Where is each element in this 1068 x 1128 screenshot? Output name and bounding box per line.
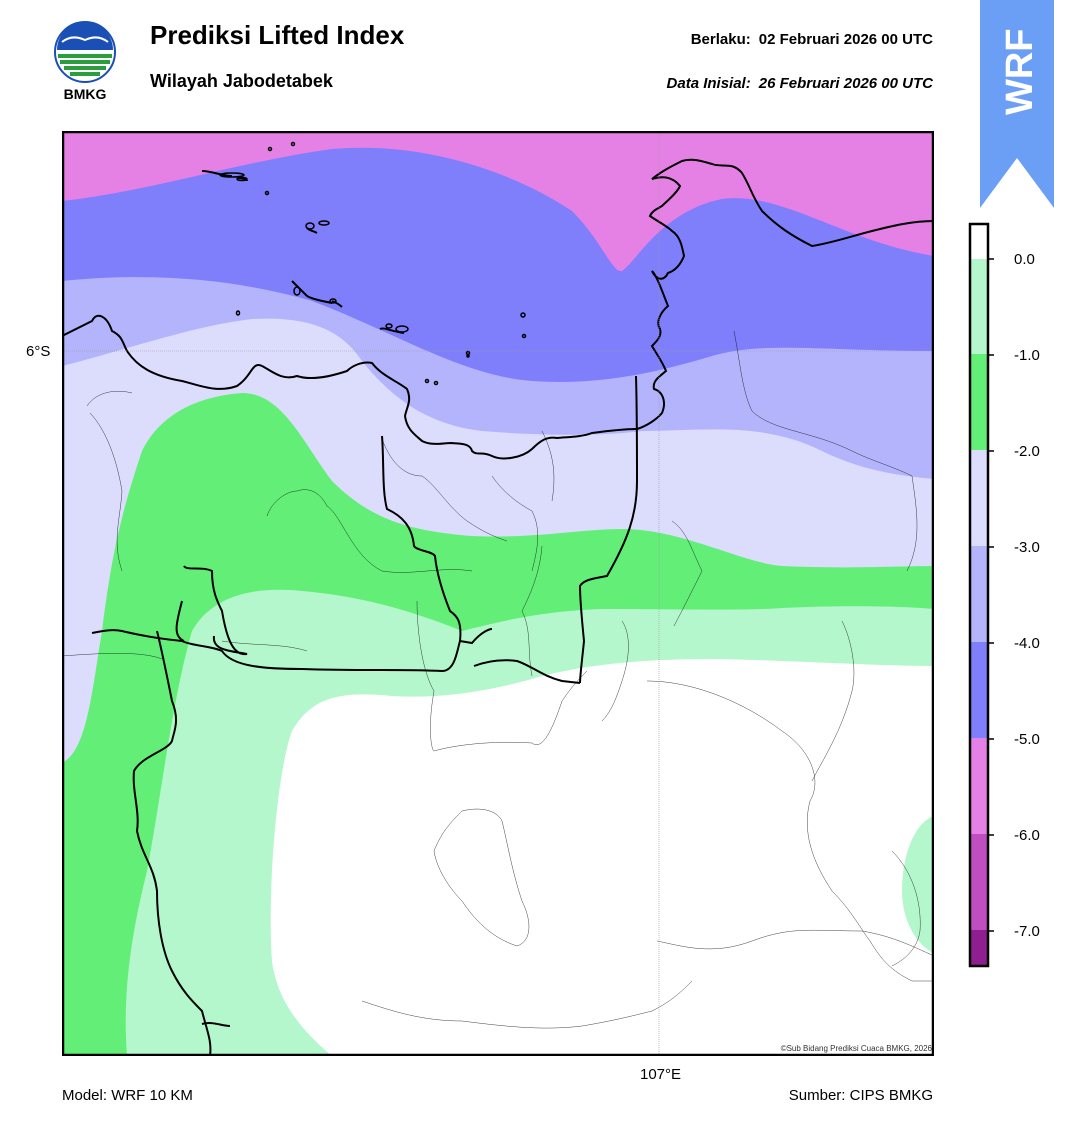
colorbar-band-minus-6-to-minus-7 (970, 834, 988, 931)
contour-band-white (270, 659, 934, 1056)
logo-text: BMKG (64, 86, 107, 102)
coastline (62, 158, 934, 460)
map-frame (62, 131, 934, 1056)
model-info: Model: WRF 10 KM (62, 1087, 193, 1104)
colorbar-tick-label: -3.0 (1014, 539, 1040, 556)
colorbar: 0.0 -1.0 -2.0 -3.0 -4.0 -5.0 -6.0 -7.0 (968, 222, 1040, 968)
colorbar-band-minus-2-to-minus-3 (970, 450, 988, 547)
valid-time: Berlaku: 02 Februari 2026 00 UTC (691, 31, 933, 48)
colorbar-band-minus-3-to-minus-4 (970, 546, 988, 643)
colorbar-tick-label: -5.0 (1014, 731, 1040, 748)
province-boundaries (91, 375, 639, 1056)
colorbar-band-above-0 (970, 224, 988, 260)
contour-lobe-right (902, 816, 934, 953)
colorbar-band-minus-1-to-minus-2 (970, 354, 988, 451)
colorbar-tick-label: 0.0 (1014, 251, 1035, 268)
colorbar-band-0-to-minus-1 (970, 259, 988, 355)
map-subtitle: Wilayah Jabodetabek (150, 71, 333, 91)
longitude-label: 107°E (640, 1066, 682, 1083)
wrf-badge: WRF (980, 0, 1054, 208)
colorbar-tick-label: -6.0 (1014, 827, 1040, 844)
colorbar-frame (968, 222, 990, 968)
colorbar-band-minus-5-to-minus-6 (970, 738, 988, 835)
init-time: Data Inisial: 26 Februari 2026 00 UTC (667, 75, 933, 92)
colorbar-band-minus-4-to-minus-5 (970, 642, 988, 739)
colorbar-ticks (988, 258, 994, 932)
valid-time-label: Berlaku: (690, 31, 751, 48)
map-copyright: ©Sub Bidang Prediksi Cuaca BMKG, 2026 (780, 1044, 932, 1053)
colorbar-tick-label: -7.0 (1014, 923, 1040, 940)
colorbar-tick-label: -2.0 (1014, 443, 1040, 460)
init-time-value: 26 Februari 2026 00 UTC (758, 75, 933, 92)
map-title: Prediksi Lifted Index (150, 20, 405, 50)
valid-time-value: 02 Februari 2026 00 UTC (758, 31, 933, 48)
bmkg-logo: BMKG (54, 21, 116, 102)
colorbar-tick-label: -1.0 (1014, 347, 1040, 364)
lifted-index-map (62, 131, 934, 1056)
latitude-label: 6°S (26, 343, 51, 360)
wrf-badge-text: WRF (999, 28, 1041, 115)
colorbar-band-below-minus-7 (970, 930, 988, 966)
init-time-label: Data Inisial: (666, 75, 751, 92)
islands (219, 141, 527, 386)
colorbar-tick-label: -4.0 (1014, 635, 1040, 652)
source-info: Sumber: CIPS BMKG (788, 1087, 933, 1104)
